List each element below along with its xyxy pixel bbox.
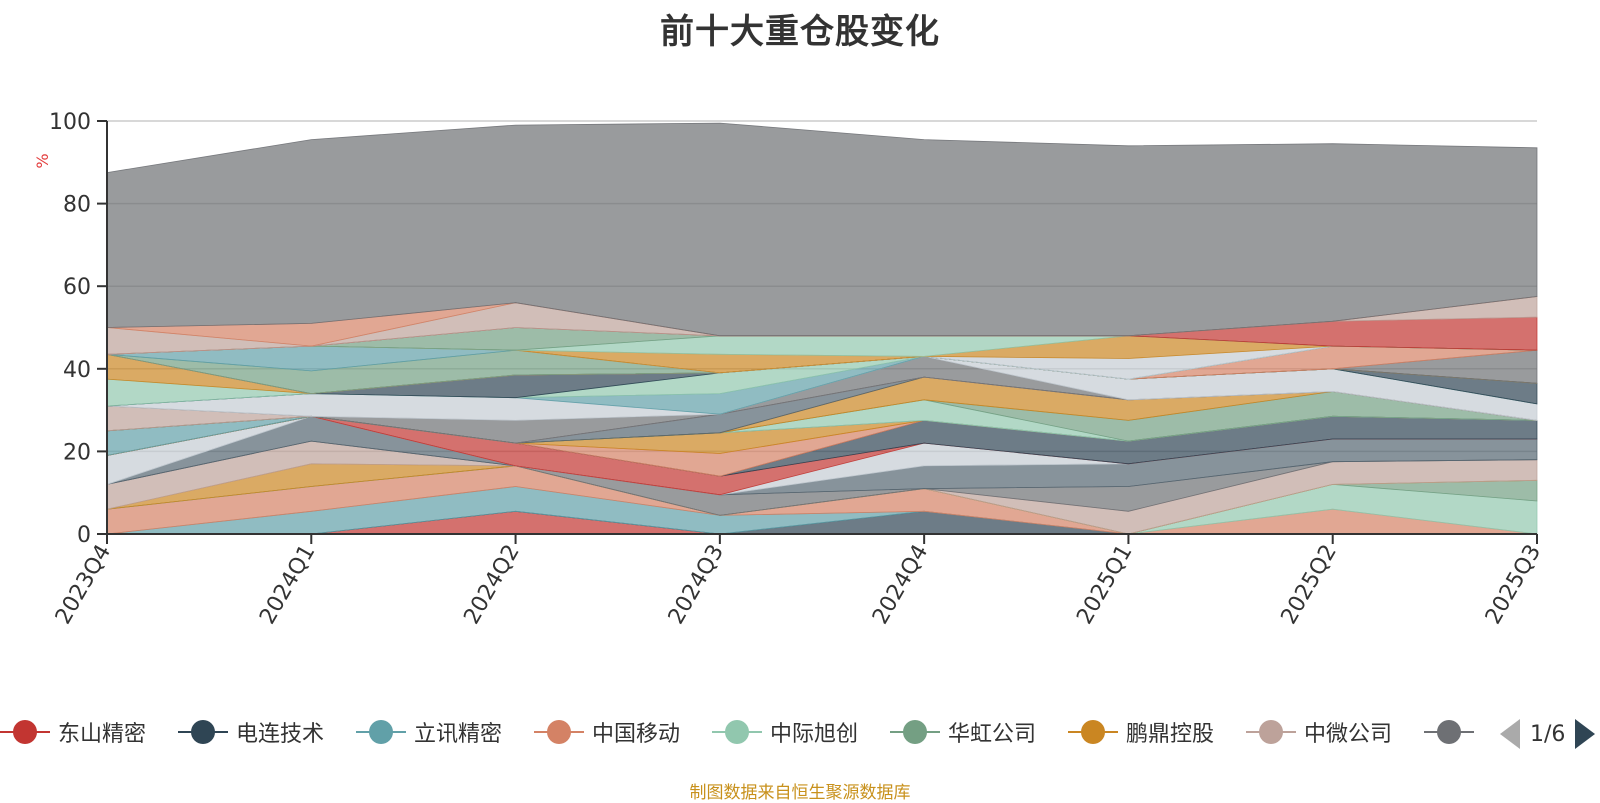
legend-item[interactable]: 华虹公司 — [890, 712, 1036, 752]
legend-marker-icon — [1246, 712, 1296, 752]
legend-item[interactable]: 立讯精密 — [356, 712, 502, 752]
stacked-area-chart: 0 20 40 60 80 100 2023Q4 2024Q1 2024Q2 2024Q3 2024… — [33, 110, 1546, 629]
y-tick-label: 20 — [63, 440, 91, 465]
legend-marker-icon — [178, 712, 228, 752]
legend-pager: 1/6 — [1500, 716, 1596, 752]
legend-label: 电连技术 — [236, 722, 325, 747]
legend-label: 东山精密 — [58, 722, 147, 747]
legend-marker-icon — [890, 712, 940, 752]
y-tick-label: 80 — [63, 193, 91, 218]
x-tick-label: 2024Q2 — [459, 541, 524, 629]
legend-label: 中国移动 — [592, 722, 681, 747]
x-tick-label: 2025Q1 — [1072, 541, 1137, 629]
legend-marker-icon — [0, 712, 50, 752]
x-tick-label: 2025Q3 — [1481, 541, 1546, 629]
legend-label: 华虹公司 — [948, 722, 1037, 747]
x-tick-label: 2024Q1 — [255, 541, 320, 629]
legend-marker-icon — [534, 712, 584, 752]
legend-item[interactable]: 中国移动 — [534, 712, 680, 752]
legend-item[interactable] — [1424, 712, 1475, 752]
y-tick-label: 0 — [77, 523, 91, 548]
y-axis-label: % — [33, 153, 52, 168]
chart-title: 前十大重仓股变化 — [660, 12, 940, 52]
legend-next-page-icon[interactable] — [1575, 719, 1596, 749]
legend-marker-icon — [712, 712, 762, 752]
source-note: 制图数据来自恒生聚源数据库 — [689, 783, 911, 803]
legend-marker-icon — [356, 712, 406, 752]
x-tick-label: 2025Q2 — [1277, 541, 1342, 629]
legend: 东山精密 电连技术 立讯精密 中国移动 中际旭创 华虹公司 鹏鼎控股 中微公司 — [0, 712, 1600, 752]
x-tick-label: 2024Q3 — [664, 541, 729, 629]
legend-marker-icon — [1068, 712, 1118, 752]
legend-label: 鹏鼎控股 — [1126, 722, 1215, 747]
legend-item[interactable]: 中微公司 — [1246, 712, 1392, 752]
legend-label: 中际旭创 — [770, 722, 859, 747]
legend-item[interactable]: 东山精密 — [0, 712, 146, 752]
legend-label: 立讯精密 — [414, 722, 503, 747]
y-tick-label: 60 — [63, 275, 91, 300]
legend-marker-icon — [1424, 712, 1474, 752]
legend-item[interactable]: 鹏鼎控股 — [1068, 712, 1214, 752]
y-tick-label: 100 — [49, 110, 91, 135]
legend-label: 中微公司 — [1304, 722, 1393, 747]
legend-item[interactable]: 中际旭创 — [712, 712, 858, 752]
area-series — [106, 122, 1538, 535]
y-tick-label: 40 — [63, 358, 91, 383]
legend-item[interactable]: 电连技术 — [178, 712, 324, 752]
legend-prev-page-icon[interactable] — [1500, 719, 1520, 749]
x-tick-label: 2023Q4 — [51, 541, 116, 629]
x-tick-label: 2024Q4 — [868, 541, 933, 629]
area-series-40 — [106, 122, 1538, 337]
legend-items: 东山精密 电连技术 立讯精密 中国移动 中际旭创 华虹公司 鹏鼎控股 中微公司 — [0, 712, 1475, 752]
legend-page-indicator: 1/6 — [1530, 721, 1566, 747]
